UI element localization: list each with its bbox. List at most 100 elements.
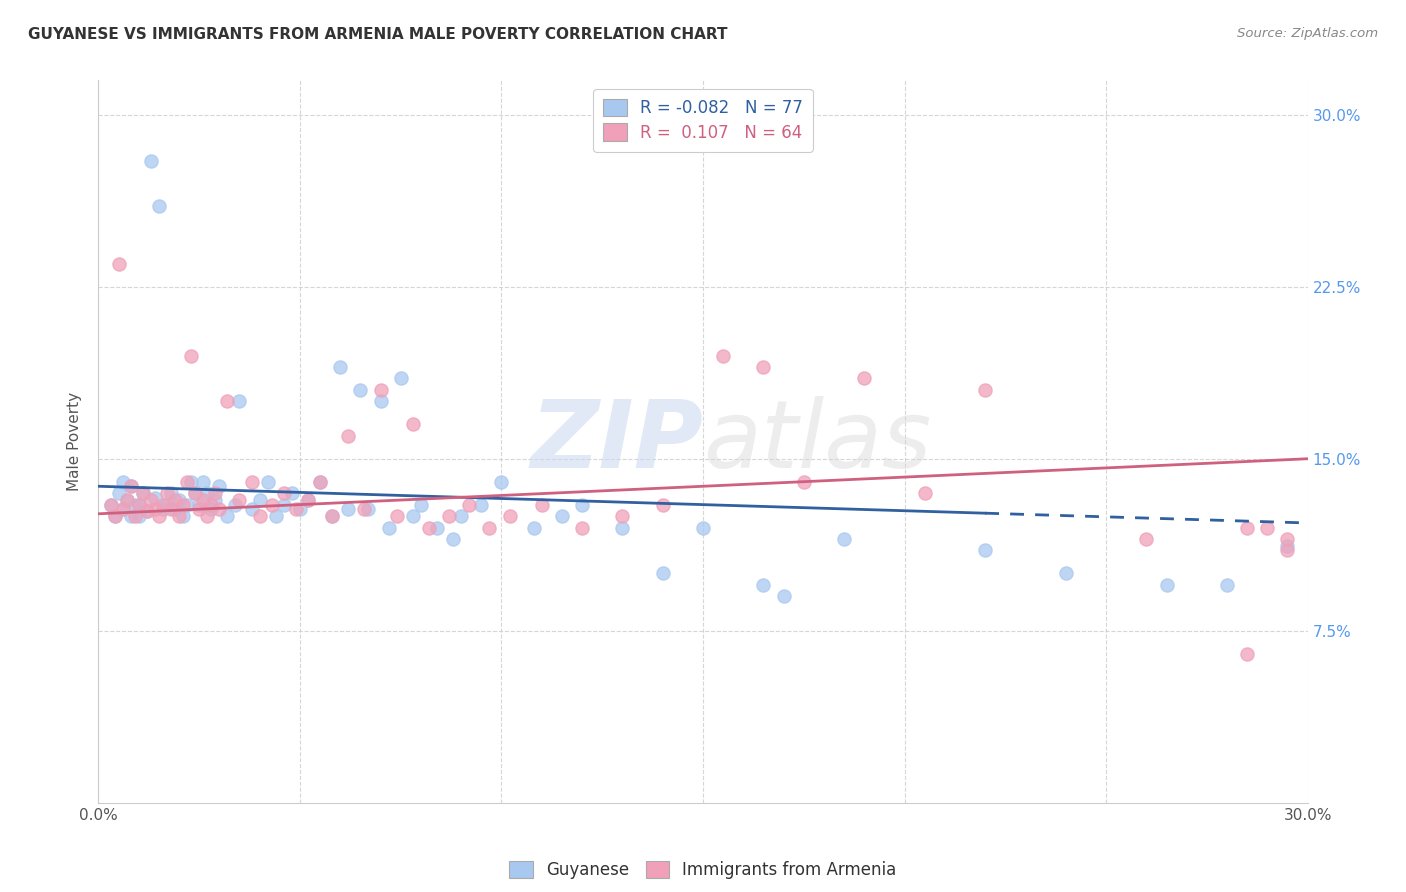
Point [143,502,166,516]
Point [172,498,194,512]
Point [1156,578,1178,592]
Legend: Guyanese, Immigrants from Armenia: Guyanese, Immigrants from Armenia [499,851,907,889]
Point [402,509,425,524]
Point [571,498,593,512]
Point [329,359,352,374]
Point [353,502,375,516]
Point [152,498,174,512]
Point [111,502,134,516]
Point [793,475,815,489]
Point [224,498,246,512]
Point [264,509,287,524]
Point [167,509,190,524]
Point [377,520,399,534]
Point [832,532,855,546]
Point [450,509,472,524]
Point [441,532,464,546]
Point [143,491,166,505]
Point [478,520,501,534]
Point [491,475,513,489]
Text: atlas: atlas [703,396,931,487]
Point [195,509,218,524]
Point [208,479,231,493]
Point [273,498,295,512]
Point [128,509,150,524]
Point [1256,520,1278,534]
Point [349,383,371,397]
Point [498,509,520,524]
Point [1236,647,1258,661]
Point [1135,532,1157,546]
Point [111,502,134,516]
Point [752,578,775,592]
Point [132,486,155,500]
Point [139,153,162,168]
Point [128,498,150,512]
Point [200,502,222,516]
Point [321,509,343,524]
Point [914,486,936,500]
Point [551,509,574,524]
Point [337,502,360,516]
Point [148,509,170,524]
Point [156,486,179,500]
Point [217,394,239,409]
Point [115,493,138,508]
Point [357,502,380,516]
Point [853,371,876,385]
Text: Source: ZipAtlas.com: Source: ZipAtlas.com [1237,27,1378,40]
Point [281,486,304,500]
Point [974,543,997,558]
Point [612,509,634,524]
Point [1236,520,1258,534]
Point [107,257,129,271]
Point [103,509,125,524]
Point [180,349,202,363]
Point [228,394,250,409]
Point [100,498,122,512]
Point [124,498,146,512]
Point [128,498,150,512]
Point [309,475,332,489]
Point [260,498,283,512]
Point [530,498,553,512]
Point [337,429,360,443]
Point [612,520,634,534]
Point [470,498,492,512]
Point [297,493,319,508]
Point [167,493,190,508]
Point [115,493,138,508]
Point [321,509,343,524]
Point [139,493,162,508]
Point [135,504,157,518]
Point [284,502,307,516]
Point [249,493,271,508]
Point [752,359,775,374]
Point [208,502,231,516]
Point [249,509,271,524]
Point [132,486,155,500]
Point [124,509,146,524]
Point [437,509,460,524]
Point [711,349,734,363]
Point [240,502,263,516]
Text: GUYANESE VS IMMIGRANTS FROM ARMENIA MALE POVERTY CORRELATION CHART: GUYANESE VS IMMIGRANTS FROM ARMENIA MALE… [28,27,728,42]
Point [385,509,408,524]
Point [523,520,546,534]
Point [100,498,122,512]
Point [176,498,198,512]
Point [180,475,202,489]
Point [240,475,263,489]
Point [217,509,239,524]
Point [188,498,211,512]
Point [188,502,211,516]
Point [692,520,714,534]
Point [193,475,215,489]
Point [651,566,673,581]
Point [107,486,129,500]
Point [418,520,440,534]
Point [204,493,226,508]
Point [156,498,179,512]
Point [458,498,481,512]
Point [1216,578,1239,592]
